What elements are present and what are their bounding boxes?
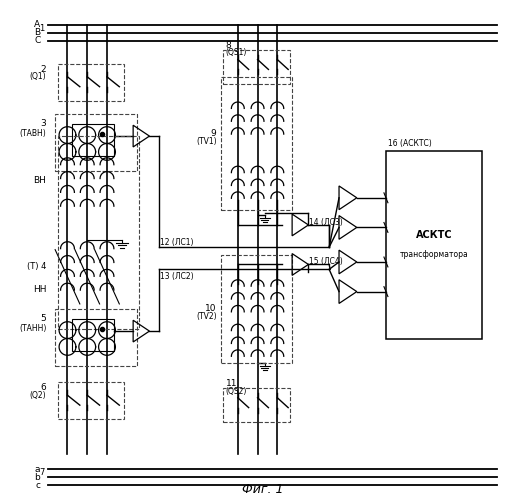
Text: c: c: [35, 480, 40, 490]
Text: (QS1): (QS1): [225, 48, 247, 56]
Bar: [72, 124, 114, 156]
Text: 2: 2: [40, 65, 46, 74]
Text: 13 (ЛС2): 13 (ЛС2): [160, 272, 193, 281]
Text: A: A: [34, 20, 40, 30]
Text: ВН: ВН: [34, 176, 46, 185]
Text: АСКТС: АСКТС: [416, 230, 453, 240]
Text: НН: НН: [33, 284, 46, 294]
Text: трансформатора: трансформатора: [400, 250, 468, 259]
Bar: [223, 388, 290, 422]
Text: 15 (ЛС4): 15 (ЛС4): [309, 258, 343, 266]
Text: (TV1): (TV1): [196, 136, 217, 145]
Bar: [55, 114, 136, 170]
Bar: [58, 382, 124, 419]
Bar: [58, 64, 124, 100]
Text: (ТАНН): (ТАНН): [19, 324, 46, 333]
Text: 7: 7: [39, 468, 44, 477]
Text: B: B: [34, 28, 40, 38]
Bar: [72, 319, 114, 351]
Text: 12 (ЛС1): 12 (ЛС1): [160, 238, 193, 246]
Bar: [220, 254, 292, 363]
Text: 8: 8: [225, 41, 231, 50]
Text: 5: 5: [40, 314, 46, 324]
Text: 9: 9: [211, 129, 217, 138]
Text: (Q2): (Q2): [29, 391, 46, 400]
Text: 1: 1: [39, 24, 44, 33]
Text: (QS2): (QS2): [225, 388, 247, 396]
Text: C: C: [34, 36, 40, 46]
Text: (Q1): (Q1): [29, 72, 46, 82]
Bar: [55, 309, 136, 366]
Text: (ТАВН): (ТАВН): [19, 129, 46, 138]
Text: (Т) 4: (Т) 4: [27, 262, 46, 272]
Text: (TV2): (TV2): [196, 312, 217, 321]
Text: 10: 10: [205, 304, 217, 314]
Bar: [58, 136, 139, 328]
Bar: [220, 77, 292, 210]
Text: 16 (АСКТС): 16 (АСКТС): [388, 139, 432, 148]
Text: b: b: [35, 472, 40, 482]
Text: 11: 11: [225, 380, 237, 388]
Text: 14 (ЛС3): 14 (ЛС3): [309, 218, 343, 227]
Text: 6: 6: [40, 384, 46, 392]
Text: Фиг. 1: Фиг. 1: [242, 482, 284, 496]
Bar: [223, 50, 290, 84]
Text: 3: 3: [40, 119, 46, 128]
Text: a: a: [35, 465, 40, 474]
Bar: [386, 151, 482, 338]
